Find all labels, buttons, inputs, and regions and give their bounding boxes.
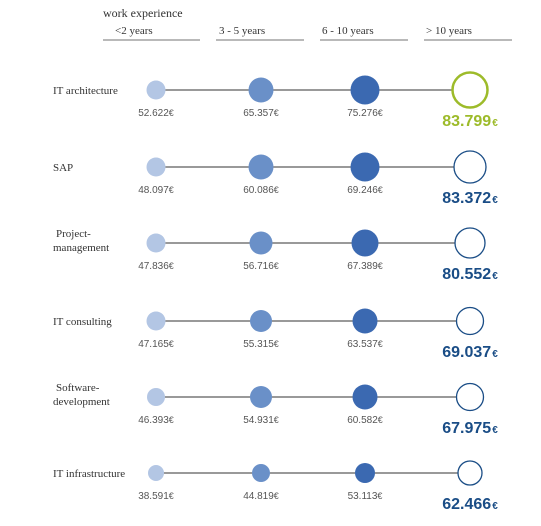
data-point-circle — [248, 77, 274, 103]
data-label: 63.537€ — [347, 339, 383, 350]
data-label: 47.165€ — [138, 339, 174, 350]
column-header-3: > 10 years — [426, 25, 472, 37]
chart-rows: IT architecture 52.622€ 65.357€ 75.276€ 83.7… — [53, 71, 498, 513]
data-point-circle — [457, 460, 483, 486]
row-label: IT consulting — [53, 316, 112, 328]
data-point-circle — [146, 80, 166, 100]
row-label: IT architecture — [53, 85, 118, 97]
chart-row: SAP 48.097€ 60.086€ 69.246€ 83.372€ — [53, 150, 498, 207]
row-label: IT infrastructure — [53, 468, 125, 480]
data-label-highlight: 83.372€ — [442, 190, 498, 207]
column-header-1: 3 - 5 years — [219, 25, 265, 37]
data-point-circle — [250, 386, 272, 408]
data-point-circle — [146, 311, 166, 331]
data-point-circle — [148, 465, 164, 481]
column-headers: <2 years 3 - 5 years 6 - 10 years > 10 year… — [103, 25, 512, 41]
data-point-circle — [250, 310, 272, 332]
data-label: 67.389€ — [347, 261, 383, 272]
chart-row: Software-development 46.393€ 54.931€ 60.582… — [53, 382, 498, 437]
data-point-circle — [350, 152, 380, 182]
row-label: SAP — [53, 162, 73, 174]
data-point-circle — [455, 382, 485, 412]
data-label: 52.622€ — [138, 108, 174, 119]
chart-title: work experience — [103, 6, 183, 20]
chart-row: IT consulting 47.165€ 55.315€ 63.537€ 69.037… — [53, 306, 498, 361]
data-label: 48.097€ — [138, 185, 174, 196]
data-label-highlight: 83.799€ — [442, 113, 498, 130]
data-label: 60.086€ — [243, 185, 279, 196]
data-point-circle — [355, 463, 375, 483]
data-label: 44.819€ — [243, 491, 279, 502]
data-point-circle — [350, 75, 380, 105]
column-header-2: 6 - 10 years — [322, 25, 374, 37]
data-label: 69.246€ — [347, 185, 383, 196]
chart-row: Project-management 47.836€ 56.716€ 67.389€ 8… — [53, 227, 498, 283]
data-point-circle — [451, 71, 489, 109]
data-point-circle — [352, 384, 378, 410]
data-label: 75.276€ — [347, 108, 383, 119]
data-point-circle — [146, 233, 166, 253]
data-label-highlight: 80.552€ — [442, 266, 498, 283]
data-label: 53.113€ — [348, 491, 383, 502]
chart-row: IT infrastructure 38.591€ 44.819€ 53.113€ 62… — [53, 460, 498, 513]
chart-row: IT architecture 52.622€ 65.357€ 75.276€ 83.7… — [53, 71, 498, 130]
data-point-circle — [455, 306, 485, 336]
row-label: Software-development — [53, 382, 110, 408]
column-header-0: <2 years — [115, 25, 153, 37]
data-label: 54.931€ — [243, 415, 279, 426]
data-label: 56.716€ — [243, 261, 279, 272]
data-point-circle — [454, 227, 486, 259]
data-point-circle — [453, 150, 487, 184]
data-point-circle — [351, 229, 379, 257]
data-label-highlight: 69.037€ — [442, 344, 498, 361]
data-point-circle — [146, 157, 166, 177]
data-point-circle — [352, 308, 378, 334]
data-label: 60.582€ — [347, 415, 383, 426]
data-point-circle — [249, 231, 273, 255]
data-point-circle — [147, 388, 165, 406]
data-point-circle — [248, 154, 274, 180]
data-label: 47.836€ — [138, 261, 174, 272]
data-label-highlight: 67.975€ — [442, 420, 498, 437]
data-label: 46.393€ — [138, 415, 174, 426]
data-label-highlight: 62.466€ — [442, 496, 498, 513]
data-label: 55.315€ — [243, 339, 279, 350]
row-label: Project-management — [53, 228, 109, 254]
data-label: 65.357€ — [243, 108, 279, 119]
data-label: 38.591€ — [138, 491, 174, 502]
data-point-circle — [252, 464, 270, 482]
